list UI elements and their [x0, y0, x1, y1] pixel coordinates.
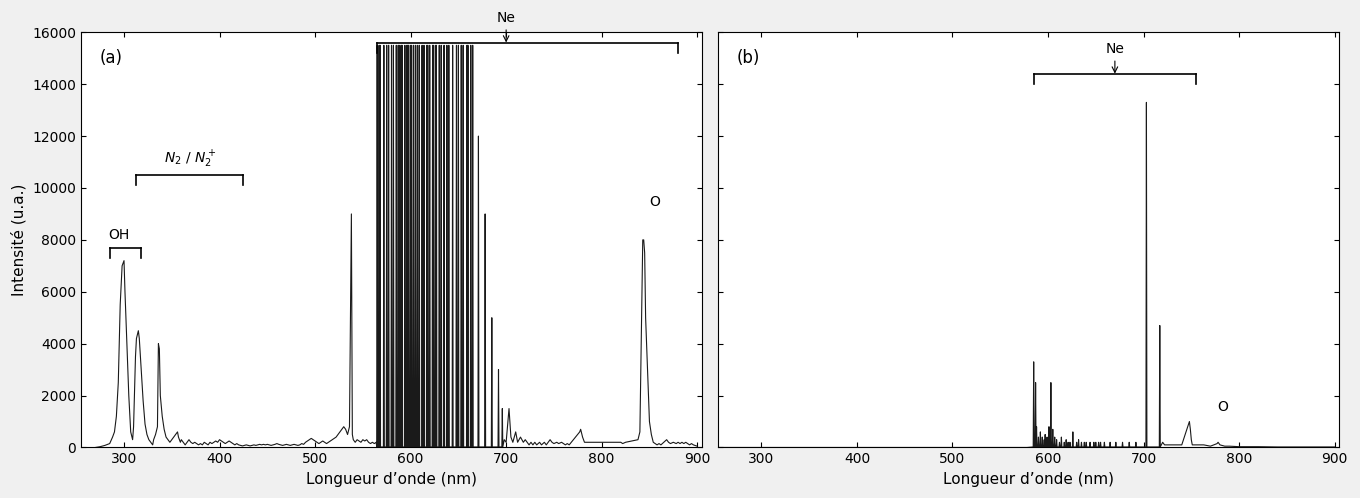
X-axis label: Longueur d’onde (nm): Longueur d’onde (nm): [944, 472, 1114, 487]
X-axis label: Longueur d’onde (nm): Longueur d’onde (nm): [306, 472, 477, 487]
Text: $N_2$ / $N_2^+$: $N_2$ / $N_2^+$: [163, 148, 216, 170]
Text: (a): (a): [99, 49, 122, 67]
Text: O: O: [1217, 400, 1228, 414]
Text: OH: OH: [107, 229, 129, 243]
Text: Ne: Ne: [1106, 42, 1125, 56]
Text: O: O: [650, 195, 661, 209]
Text: Ne: Ne: [496, 10, 515, 24]
Y-axis label: Intensité (u.a.): Intensité (u.a.): [11, 184, 27, 296]
Text: (b): (b): [737, 49, 760, 67]
